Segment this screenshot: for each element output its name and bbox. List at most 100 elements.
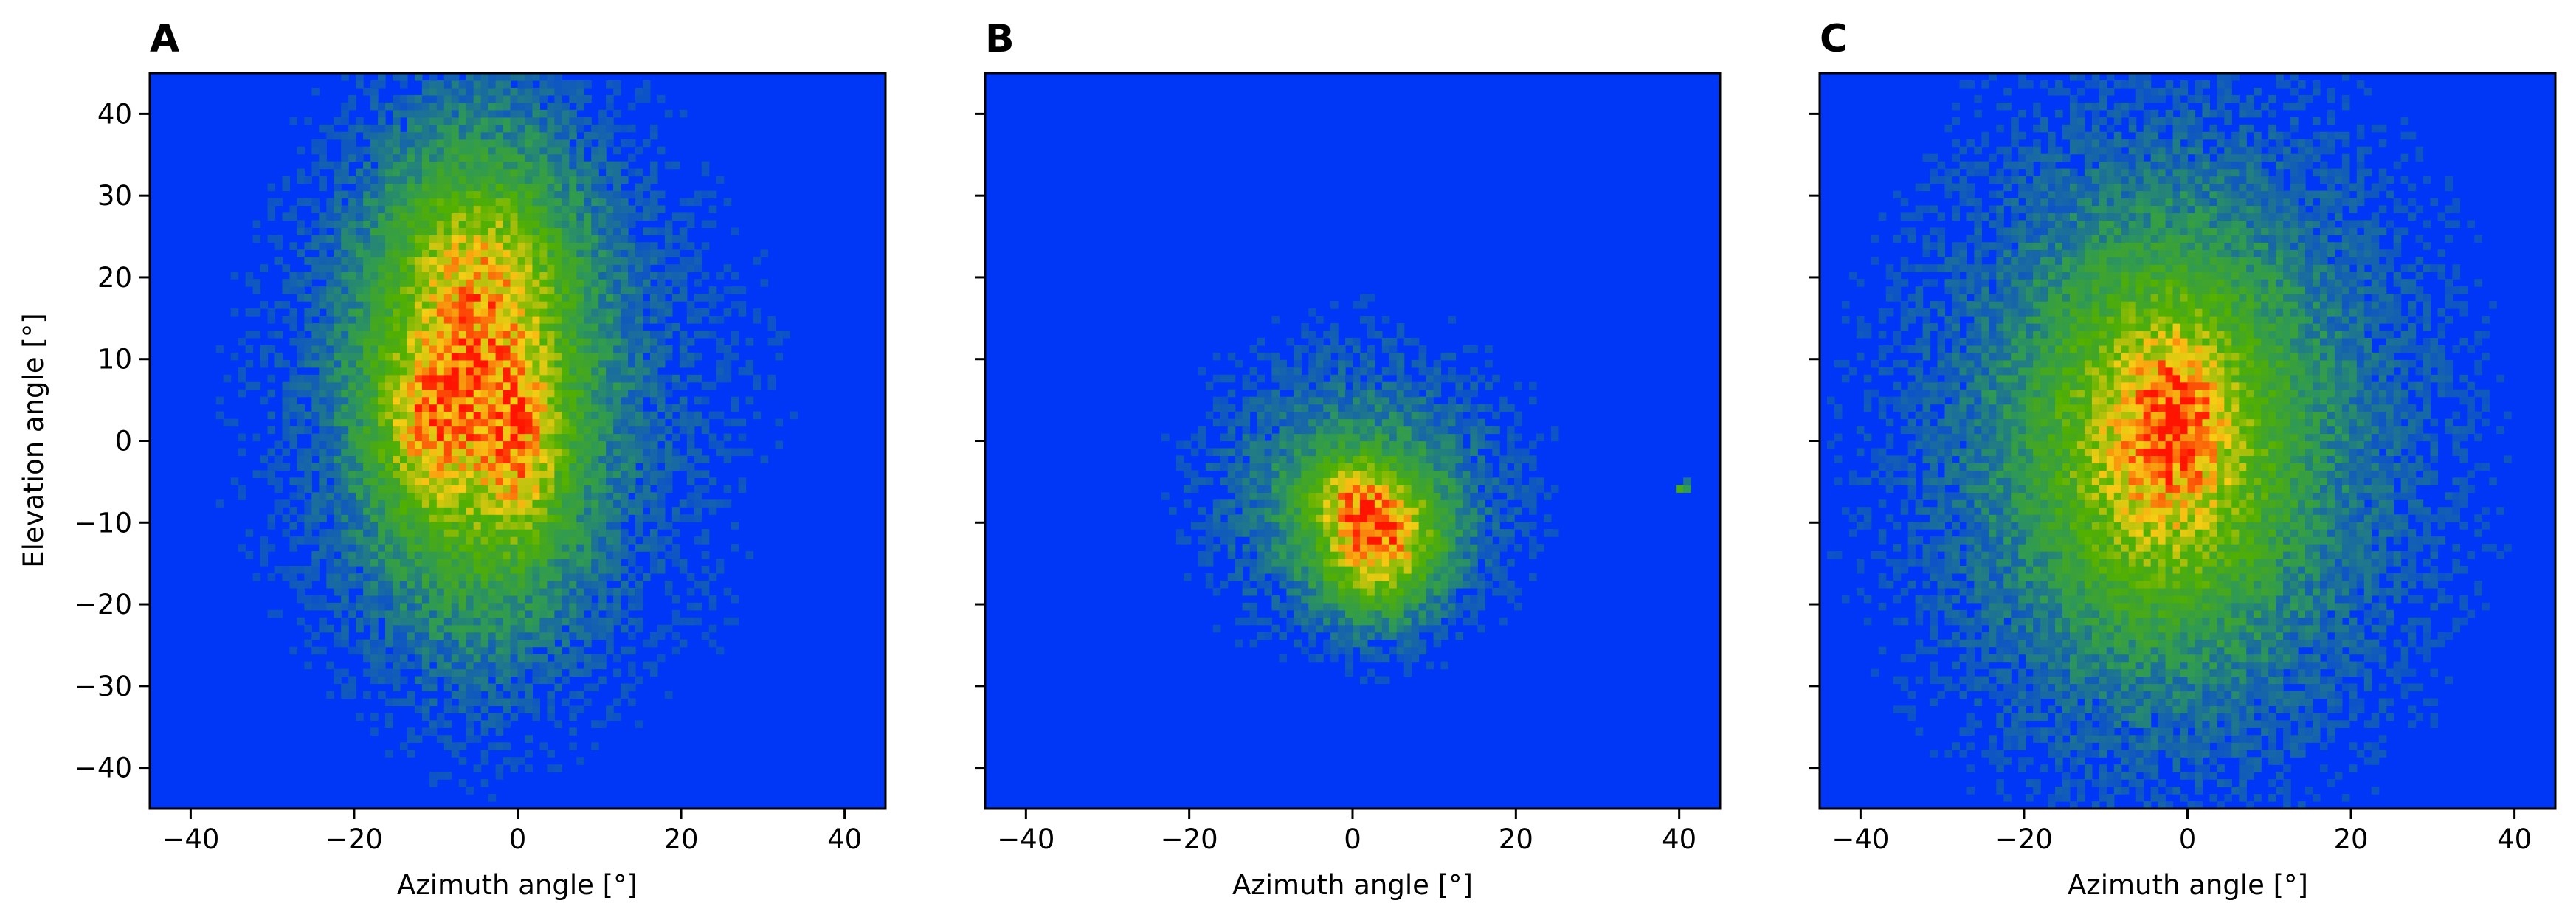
heatmap-cell xyxy=(613,418,621,427)
heatmap-cell xyxy=(451,440,460,449)
heatmap-cell xyxy=(679,212,688,221)
heatmap-cell xyxy=(628,551,636,559)
heatmap-cell xyxy=(414,279,423,287)
heatmap-cell xyxy=(679,559,688,567)
heatmap-cell xyxy=(1345,565,1353,574)
heatmap-cell xyxy=(341,190,349,199)
heatmap-cell xyxy=(539,146,548,155)
heatmap-cell xyxy=(606,337,614,346)
heatmap-cell xyxy=(701,168,710,177)
heatmap-cell xyxy=(694,602,702,611)
heatmap-cell xyxy=(554,205,562,214)
heatmap-cell xyxy=(598,455,607,464)
heatmap-cell xyxy=(1330,646,1339,655)
heatmap-cell xyxy=(517,646,526,655)
heatmap-cell xyxy=(1353,499,1361,508)
heatmap-cell xyxy=(591,470,599,478)
heatmap-cell xyxy=(215,345,224,353)
heatmap-cell xyxy=(539,337,548,346)
heatmap-cell xyxy=(686,337,695,346)
heatmap-cell xyxy=(547,676,555,685)
heatmap-cell xyxy=(723,264,732,272)
heatmap-cell xyxy=(628,536,636,545)
heatmap-cell xyxy=(334,433,342,442)
heatmap-cell xyxy=(1426,492,1434,500)
heatmap-cell xyxy=(562,477,570,485)
heatmap-cell xyxy=(341,73,349,81)
heatmap-cell xyxy=(421,374,430,383)
heatmap-cell xyxy=(393,492,401,500)
heatmap-cell xyxy=(370,205,379,214)
heatmap-cell xyxy=(1316,617,1324,626)
heatmap-cell xyxy=(664,404,673,412)
heatmap-cell xyxy=(510,470,519,478)
heatmap-cell xyxy=(1242,551,1251,559)
heatmap-cell xyxy=(495,352,504,361)
heatmap-cell xyxy=(1448,573,1457,581)
heatmap-cell xyxy=(547,389,555,398)
heatmap-cell xyxy=(664,477,673,485)
heatmap-cell xyxy=(635,272,643,280)
heatmap-cell xyxy=(1463,551,1471,559)
heatmap-cell xyxy=(569,499,577,508)
heatmap-cell xyxy=(363,87,371,96)
heatmap-cell xyxy=(591,279,599,287)
heatmap-cell xyxy=(1338,507,1346,515)
heatmap-cell xyxy=(436,514,445,522)
heatmap-cell xyxy=(1338,559,1346,567)
heatmap-cell xyxy=(628,617,636,626)
heatmap-cell xyxy=(1301,551,1309,559)
heatmap-cell xyxy=(738,301,747,309)
heatmap-cell xyxy=(356,183,364,192)
heatmap-cell xyxy=(414,117,423,125)
heatmap-cell xyxy=(480,345,489,353)
heatmap-cell xyxy=(598,381,607,390)
heatmap-cell xyxy=(591,198,599,207)
heatmap-cell xyxy=(1507,529,1515,537)
heatmap-cell xyxy=(429,492,438,500)
heatmap-cell xyxy=(525,161,533,170)
heatmap-cell xyxy=(1411,654,1420,663)
heatmap-cell xyxy=(458,565,467,574)
heatmap-cell xyxy=(407,198,415,207)
heatmap-cell xyxy=(517,257,526,265)
heatmap-cell xyxy=(539,359,548,368)
heatmap-cell xyxy=(334,359,342,368)
heatmap-cell xyxy=(443,646,452,655)
heatmap-cell xyxy=(326,367,334,376)
heatmap-cell xyxy=(716,345,725,353)
heatmap-cell xyxy=(569,536,577,545)
heatmap-cell xyxy=(495,499,504,508)
heatmap-cell xyxy=(532,212,541,221)
heatmap-cell xyxy=(429,337,438,346)
heatmap-cell xyxy=(539,374,548,383)
heatmap-cell xyxy=(503,522,511,530)
heatmap-cell xyxy=(407,117,415,125)
heatmap-cell xyxy=(215,396,224,405)
heatmap-cell xyxy=(510,609,519,618)
heatmap-cell xyxy=(495,242,504,250)
heatmap-cell xyxy=(621,316,629,324)
heatmap-cell xyxy=(569,227,577,235)
heatmap-cell xyxy=(407,102,415,111)
heatmap-cell xyxy=(510,352,519,361)
heatmap-cell xyxy=(569,249,577,257)
heatmap-cell xyxy=(539,499,548,508)
heatmap-cell xyxy=(495,691,504,699)
heatmap-cell xyxy=(1543,514,1552,522)
heatmap-cell xyxy=(686,264,695,272)
heatmap-cell xyxy=(1227,499,1236,508)
heatmap-cell xyxy=(443,94,452,103)
heatmap-cell xyxy=(671,249,680,257)
heatmap-cell xyxy=(635,485,643,493)
heatmap-cell xyxy=(407,418,415,427)
heatmap-cell xyxy=(1205,529,1214,537)
heatmap-cell xyxy=(1257,485,1265,493)
heatmap-cell xyxy=(378,227,386,235)
heatmap-cell xyxy=(1345,632,1353,640)
heatmap-cell xyxy=(341,205,349,214)
heatmap-cell xyxy=(503,426,511,435)
heatmap-cell xyxy=(443,742,452,750)
heatmap-cell xyxy=(363,198,371,207)
heatmap-cell xyxy=(429,455,438,464)
